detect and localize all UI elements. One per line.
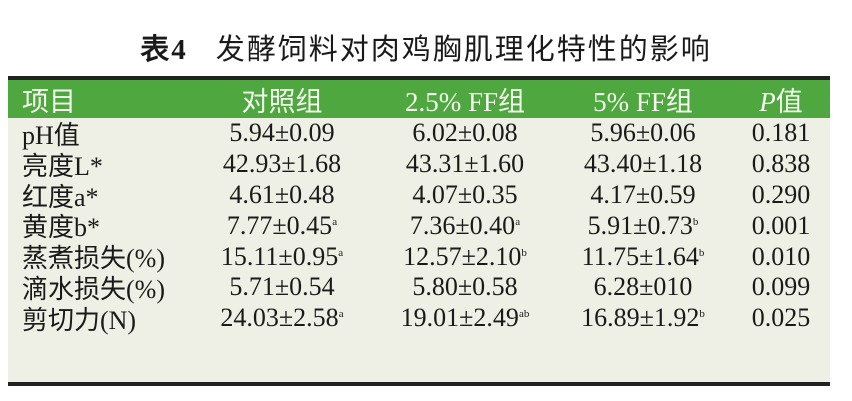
header-p-value: P值 xyxy=(732,80,830,119)
table-title: 表4 发酵饲料对肉鸡胸肌理化特性的影响 xyxy=(0,26,852,68)
row-label: 滴水损失(%) xyxy=(8,269,188,306)
cell-value: 19.01±2.49 xyxy=(400,303,519,333)
table-row: 亮度L* 42.93±1.68 43.31±1.60 43.40±1.18 0.838 xyxy=(8,146,830,183)
cell-value: 4.17±0.59 xyxy=(590,179,696,209)
significance-letter: b xyxy=(699,308,705,321)
cell-control: 15.11±0.95a xyxy=(188,242,376,272)
cell-value: 12.57±2.10 xyxy=(403,241,522,271)
cell-value: 5.71±0.54 xyxy=(229,272,335,302)
cell-value: 0.025 xyxy=(751,303,811,333)
row-label: pH值 xyxy=(8,115,188,152)
table-number: 表4 xyxy=(140,34,188,66)
row-label: 红度a* xyxy=(8,177,188,214)
cell-value: 16.89±1.92 xyxy=(581,303,700,333)
cell-p-value: 0.181 xyxy=(732,118,830,148)
data-table: 项目 对照组 2.5% FF组 5% FF组 P值 pH值 5.94±0.09 6.… xyxy=(8,76,830,386)
cell-value: 黄度b* xyxy=(22,213,101,243)
cell-value: 0.838 xyxy=(751,149,811,179)
table-row: pH值 5.94±0.09 6.02±0.08 5.96±0.06 0.181 xyxy=(8,115,830,152)
table-header: 项目 对照组 2.5% FF组 5% FF组 P值 xyxy=(8,80,830,118)
cell-p-value: 0.025 xyxy=(732,303,830,333)
cell-value: 5.91±0.73 xyxy=(587,210,693,240)
cell-2-5-ff: 6.02±0.08 xyxy=(376,118,554,148)
p-symbol: P xyxy=(759,86,776,117)
cell-value: 0.181 xyxy=(751,118,811,148)
cell-2-5-ff: 5.80±0.58 xyxy=(376,272,554,302)
table-row: 剪切力(N) 24.03±2.58a 19.01±2.49ab 16.89±1.92b… xyxy=(8,300,830,337)
cell-5-ff: 5.91±0.73b xyxy=(554,211,732,241)
cell-value: 0.290 xyxy=(751,179,811,209)
significance-letter: b xyxy=(692,215,699,228)
cell-5-ff: 5.96±0.06 xyxy=(554,118,732,148)
cell-value: 6.28±010 xyxy=(593,272,693,302)
row-label: 亮度L* xyxy=(8,146,188,183)
cell-value: 0.010 xyxy=(751,241,811,271)
cell-5-ff: 16.89±1.92b xyxy=(554,303,732,333)
cell-value: 红度a* xyxy=(22,182,99,212)
p-label: 值 xyxy=(775,86,803,117)
cell-value: pH值 xyxy=(22,120,80,150)
table-row: 红度a* 4.61±0.48 4.07±0.35 4.17±0.59 0.290 xyxy=(8,177,830,214)
header-item: 项目 xyxy=(22,86,76,117)
cell-value: 7.36±0.40 xyxy=(409,210,516,240)
cell-2-5-ff: 43.31±1.60 xyxy=(376,149,554,179)
cell-value: 蒸煮损失(%) xyxy=(22,244,165,274)
header-5-ff: 5% FF组 xyxy=(593,86,693,117)
cell-value: 0.001 xyxy=(751,210,811,240)
cell-value: 6.02±0.08 xyxy=(412,118,518,148)
cell-p-value: 0.010 xyxy=(732,242,830,272)
cell-p-value: 0.838 xyxy=(732,149,830,179)
cell-p-value: 0.001 xyxy=(732,211,830,241)
cell-p-value: 0.099 xyxy=(732,272,830,302)
cell-value: 15.11±0.95 xyxy=(220,241,339,271)
cell-control: 5.94±0.09 xyxy=(188,118,376,148)
significance-letter: ab xyxy=(518,308,530,321)
cell-value: 5.96±0.06 xyxy=(590,118,696,148)
significance-letter: a xyxy=(338,246,344,259)
cell-value: 43.31±1.60 xyxy=(405,149,525,179)
cell-control: 7.77±0.45a xyxy=(188,211,376,241)
cell-control: 24.03±2.58a xyxy=(188,303,376,333)
header-control: 对照组 xyxy=(241,86,323,117)
cell-5-ff: 43.40±1.18 xyxy=(554,149,732,179)
cell-value: 剪切力(N) xyxy=(22,305,137,335)
table-body: pH值 5.94±0.09 6.02±0.08 5.96±0.06 0.181 亮度L* 4… xyxy=(8,118,830,334)
header-2-5-ff: 2.5% FF组 xyxy=(404,86,526,117)
cell-value: 11.75±1.64 xyxy=(581,241,699,271)
cell-value: 42.93±1.68 xyxy=(222,149,342,179)
cell-control: 42.93±1.68 xyxy=(188,149,376,179)
cell-value: 43.40±1.18 xyxy=(583,149,703,179)
cell-value: 亮度L* xyxy=(22,151,103,181)
cell-control: 4.61±0.48 xyxy=(188,180,376,210)
cell-2-5-ff: 7.36±0.40a xyxy=(376,211,554,241)
table-row: 滴水损失(%) 5.71±0.54 5.80±0.58 6.28±010 0.099 xyxy=(8,269,830,306)
table-row: 黄度b* 7.77±0.45a 7.36±0.40a 5.91±0.73b 0.001 xyxy=(8,207,830,244)
row-label: 剪切力(N) xyxy=(8,300,188,337)
row-label: 黄度b* xyxy=(8,207,188,244)
cell-2-5-ff: 4.07±0.35 xyxy=(376,180,554,210)
cell-value: 24.03±2.58 xyxy=(220,303,339,333)
cell-value: 5.80±0.58 xyxy=(412,272,518,302)
cell-2-5-ff: 12.57±2.10b xyxy=(376,242,554,272)
cell-5-ff: 11.75±1.64b xyxy=(554,242,732,272)
row-label: 蒸煮损失(%) xyxy=(8,238,188,275)
significance-letter: b xyxy=(521,246,527,259)
table-row: 蒸煮损失(%) 15.11±0.95a 12.57±2.10b 11.75±1.64b… xyxy=(8,238,830,275)
significance-letter: b xyxy=(698,246,705,259)
cell-value: 7.77±0.45 xyxy=(226,210,333,240)
cell-value: 滴水损失(%) xyxy=(22,274,165,304)
significance-letter: a xyxy=(515,215,521,228)
significance-letter: a xyxy=(332,215,338,228)
cell-5-ff: 4.17±0.59 xyxy=(554,180,732,210)
cell-value: 4.61±0.48 xyxy=(229,179,335,209)
cell-5-ff: 6.28±010 xyxy=(554,272,732,302)
cell-control: 5.71±0.54 xyxy=(188,272,376,302)
cell-value: 4.07±0.35 xyxy=(412,179,518,209)
cell-p-value: 0.290 xyxy=(732,180,830,210)
significance-letter: a xyxy=(338,308,344,321)
cell-2-5-ff: 19.01±2.49ab xyxy=(376,303,554,333)
cell-value: 0.099 xyxy=(751,272,811,302)
cell-value: 5.94±0.09 xyxy=(229,118,335,148)
table-caption: 发酵饲料对肉鸡胸肌理化特性的影响 xyxy=(215,34,712,66)
